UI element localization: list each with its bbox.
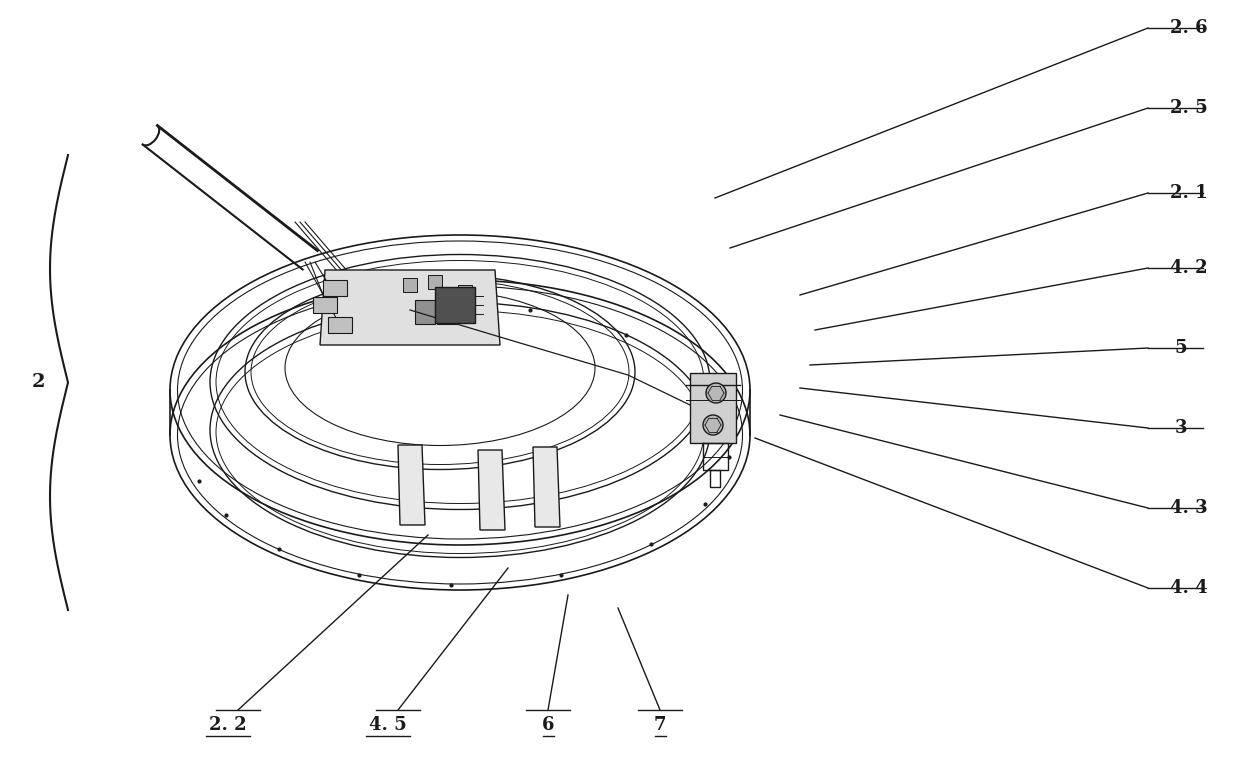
Text: 5: 5	[1176, 339, 1188, 357]
Polygon shape	[322, 280, 347, 296]
Polygon shape	[415, 300, 435, 324]
Circle shape	[703, 415, 723, 435]
Polygon shape	[428, 275, 441, 289]
Text: 7: 7	[653, 716, 666, 734]
Text: 4. 4: 4. 4	[1171, 579, 1208, 597]
Text: 2. 5: 2. 5	[1171, 99, 1208, 117]
Polygon shape	[398, 445, 425, 525]
Polygon shape	[320, 270, 500, 345]
Polygon shape	[689, 373, 737, 443]
Text: 4. 2: 4. 2	[1171, 259, 1208, 277]
Text: 4. 5: 4. 5	[370, 716, 407, 734]
Text: 6: 6	[542, 716, 554, 734]
Polygon shape	[403, 278, 417, 292]
Text: 2: 2	[31, 373, 45, 391]
Polygon shape	[435, 287, 475, 323]
Text: 3: 3	[1176, 419, 1188, 437]
Polygon shape	[533, 447, 560, 527]
Text: 2. 6: 2. 6	[1171, 19, 1208, 37]
Polygon shape	[329, 317, 352, 333]
Polygon shape	[458, 285, 472, 299]
Text: 4. 3: 4. 3	[1171, 499, 1208, 517]
Text: 2. 2: 2. 2	[210, 716, 247, 734]
Circle shape	[706, 383, 725, 403]
Polygon shape	[477, 450, 505, 530]
Polygon shape	[312, 297, 337, 313]
Text: 2. 1: 2. 1	[1171, 184, 1208, 202]
Polygon shape	[436, 300, 458, 324]
